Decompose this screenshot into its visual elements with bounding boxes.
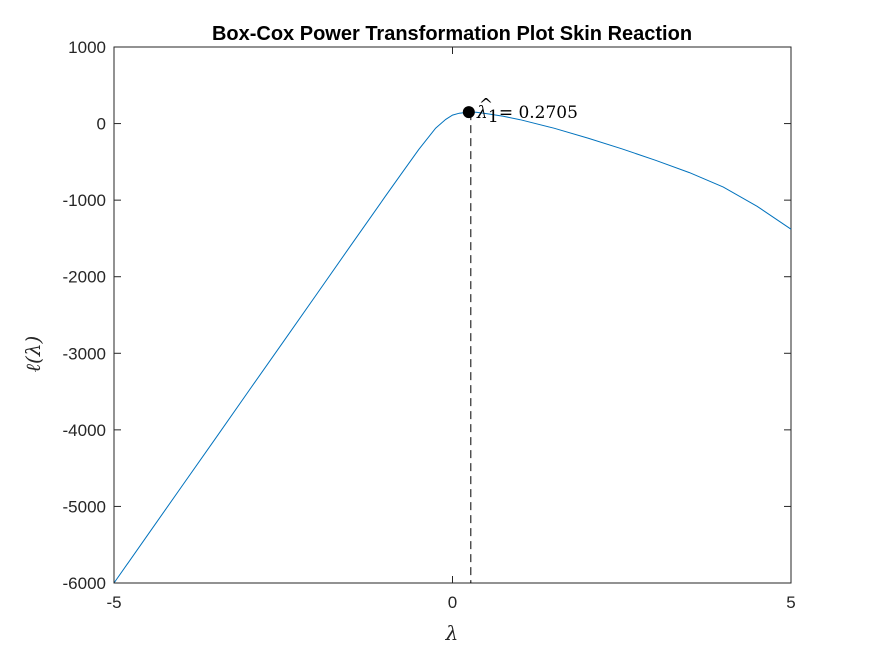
annotation-symbol: λ: [476, 103, 488, 123]
chart-title: Box-Cox Power Transformation Plot Skin R…: [212, 23, 692, 45]
y-tick-label: 1000: [68, 38, 106, 57]
annotation-hat: ^: [479, 95, 493, 115]
y-tick-label: -4000: [63, 421, 106, 440]
y-tick-label: -2000: [63, 268, 106, 287]
y-tick-label: 0: [97, 115, 106, 134]
y-tick-label: -1000: [63, 191, 106, 210]
x-axis-label: λ: [445, 621, 459, 645]
axis-ticks: -5 0 5 1000 0 -1000 -2000 -3000 -4000 -5000 -6000: [63, 38, 796, 612]
series-line: [113, 111, 792, 584]
y-axis-label: ℓ(λ): [21, 336, 45, 373]
y-tick-label: -5000: [63, 497, 106, 516]
plot-area: ^λ 1 = 0.2705: [113, 46, 792, 584]
y-tick-label: -6000: [63, 574, 106, 593]
y-tick-label: -3000: [63, 344, 106, 363]
x-tick-label: -5: [106, 593, 121, 612]
optimum-annotation: ^λ 1 = 0.2705: [476, 95, 578, 127]
x-tick-label: 5: [786, 593, 795, 612]
annotation-subscript: 1: [488, 107, 499, 127]
annotation-label: = 0.2705: [499, 103, 578, 123]
x-tick-label: 0: [448, 593, 457, 612]
axes-box: [113, 46, 792, 584]
optimum-marker: [462, 106, 475, 119]
